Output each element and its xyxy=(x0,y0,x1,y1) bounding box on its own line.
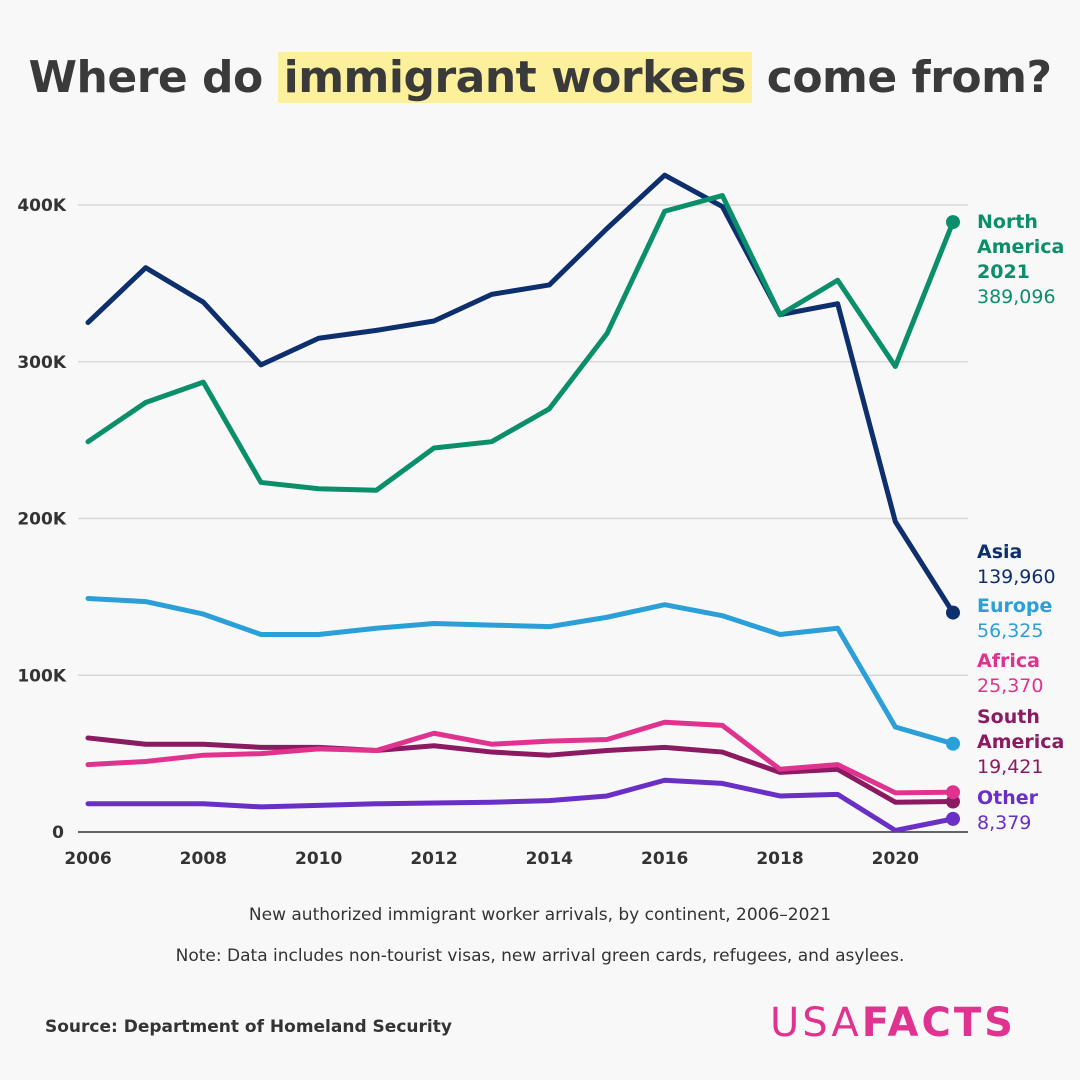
end-point-europe xyxy=(946,736,960,751)
series-name: America xyxy=(977,236,1065,258)
x-tick-label: 2020 xyxy=(872,849,919,869)
x-tick-label: 2016 xyxy=(641,849,688,869)
series-name: America xyxy=(977,731,1065,753)
series-line-africa xyxy=(85,719,956,796)
series-label-asia: Asia 139,960 xyxy=(977,540,1056,590)
end-point-north-america xyxy=(946,215,960,230)
x-tick-label: 2018 xyxy=(756,849,803,869)
end-point-africa xyxy=(946,785,960,800)
series-name: Asia xyxy=(977,541,1023,563)
series-end-value: 19,421 xyxy=(977,756,1044,778)
series-name: 2021 xyxy=(977,261,1030,283)
source: Source: Department of Homeland Security xyxy=(45,1017,452,1037)
series-name: Europe xyxy=(977,595,1053,617)
x-tick-label: 2006 xyxy=(64,849,111,869)
series-line-south-america xyxy=(85,735,956,805)
x-tick-label: 2012 xyxy=(410,849,457,869)
usafacts-logo: USAFACTS xyxy=(770,1000,1016,1046)
series-name: Other xyxy=(977,787,1039,809)
series-label-africa: Africa 25,370 xyxy=(977,649,1043,699)
series-end-value: 389,096 xyxy=(977,286,1056,308)
series-label-europe: Europe 56,325 xyxy=(977,594,1052,644)
series-name: South xyxy=(977,706,1040,728)
y-tick-label: 300K xyxy=(17,353,66,373)
y-tick-label: 200K xyxy=(17,510,66,530)
series-end-value: 139,960 xyxy=(977,566,1056,588)
series-name: North xyxy=(977,211,1038,233)
end-point-other xyxy=(946,811,960,826)
series-end-value: 25,370 xyxy=(977,675,1044,697)
y-tick-label: 400K xyxy=(17,196,66,216)
series-line-north-america xyxy=(85,193,956,493)
series-line-asia xyxy=(85,172,956,616)
chart-note: Note: Data includes non-tourist visas, n… xyxy=(175,946,905,966)
chart-subtitle: New authorized immigrant worker arrivals… xyxy=(248,905,832,925)
y-tick-label: 0 xyxy=(52,823,64,843)
series-label-north-america: North America 2021 389,096 xyxy=(977,210,1064,310)
x-tick-label: 2010 xyxy=(295,849,342,869)
series-label-other: Other 8,379 xyxy=(977,786,1038,836)
series-end-value: 56,325 xyxy=(977,620,1044,642)
series-line-other xyxy=(85,777,956,833)
series-name: Africa xyxy=(977,650,1040,672)
title-highlight: immigrant workers xyxy=(277,52,752,103)
series-end-value: 8,379 xyxy=(977,812,1032,834)
x-tick-label: 2014 xyxy=(526,849,573,869)
end-point-asia xyxy=(946,605,960,620)
x-tick-label: 2008 xyxy=(180,849,227,869)
chart-title: Where do immigrant workers come from? xyxy=(28,52,1052,103)
series-line-europe xyxy=(85,595,956,747)
series-label-south-america: South America 19,421 xyxy=(977,705,1064,780)
y-tick-label: 100K xyxy=(17,666,66,686)
